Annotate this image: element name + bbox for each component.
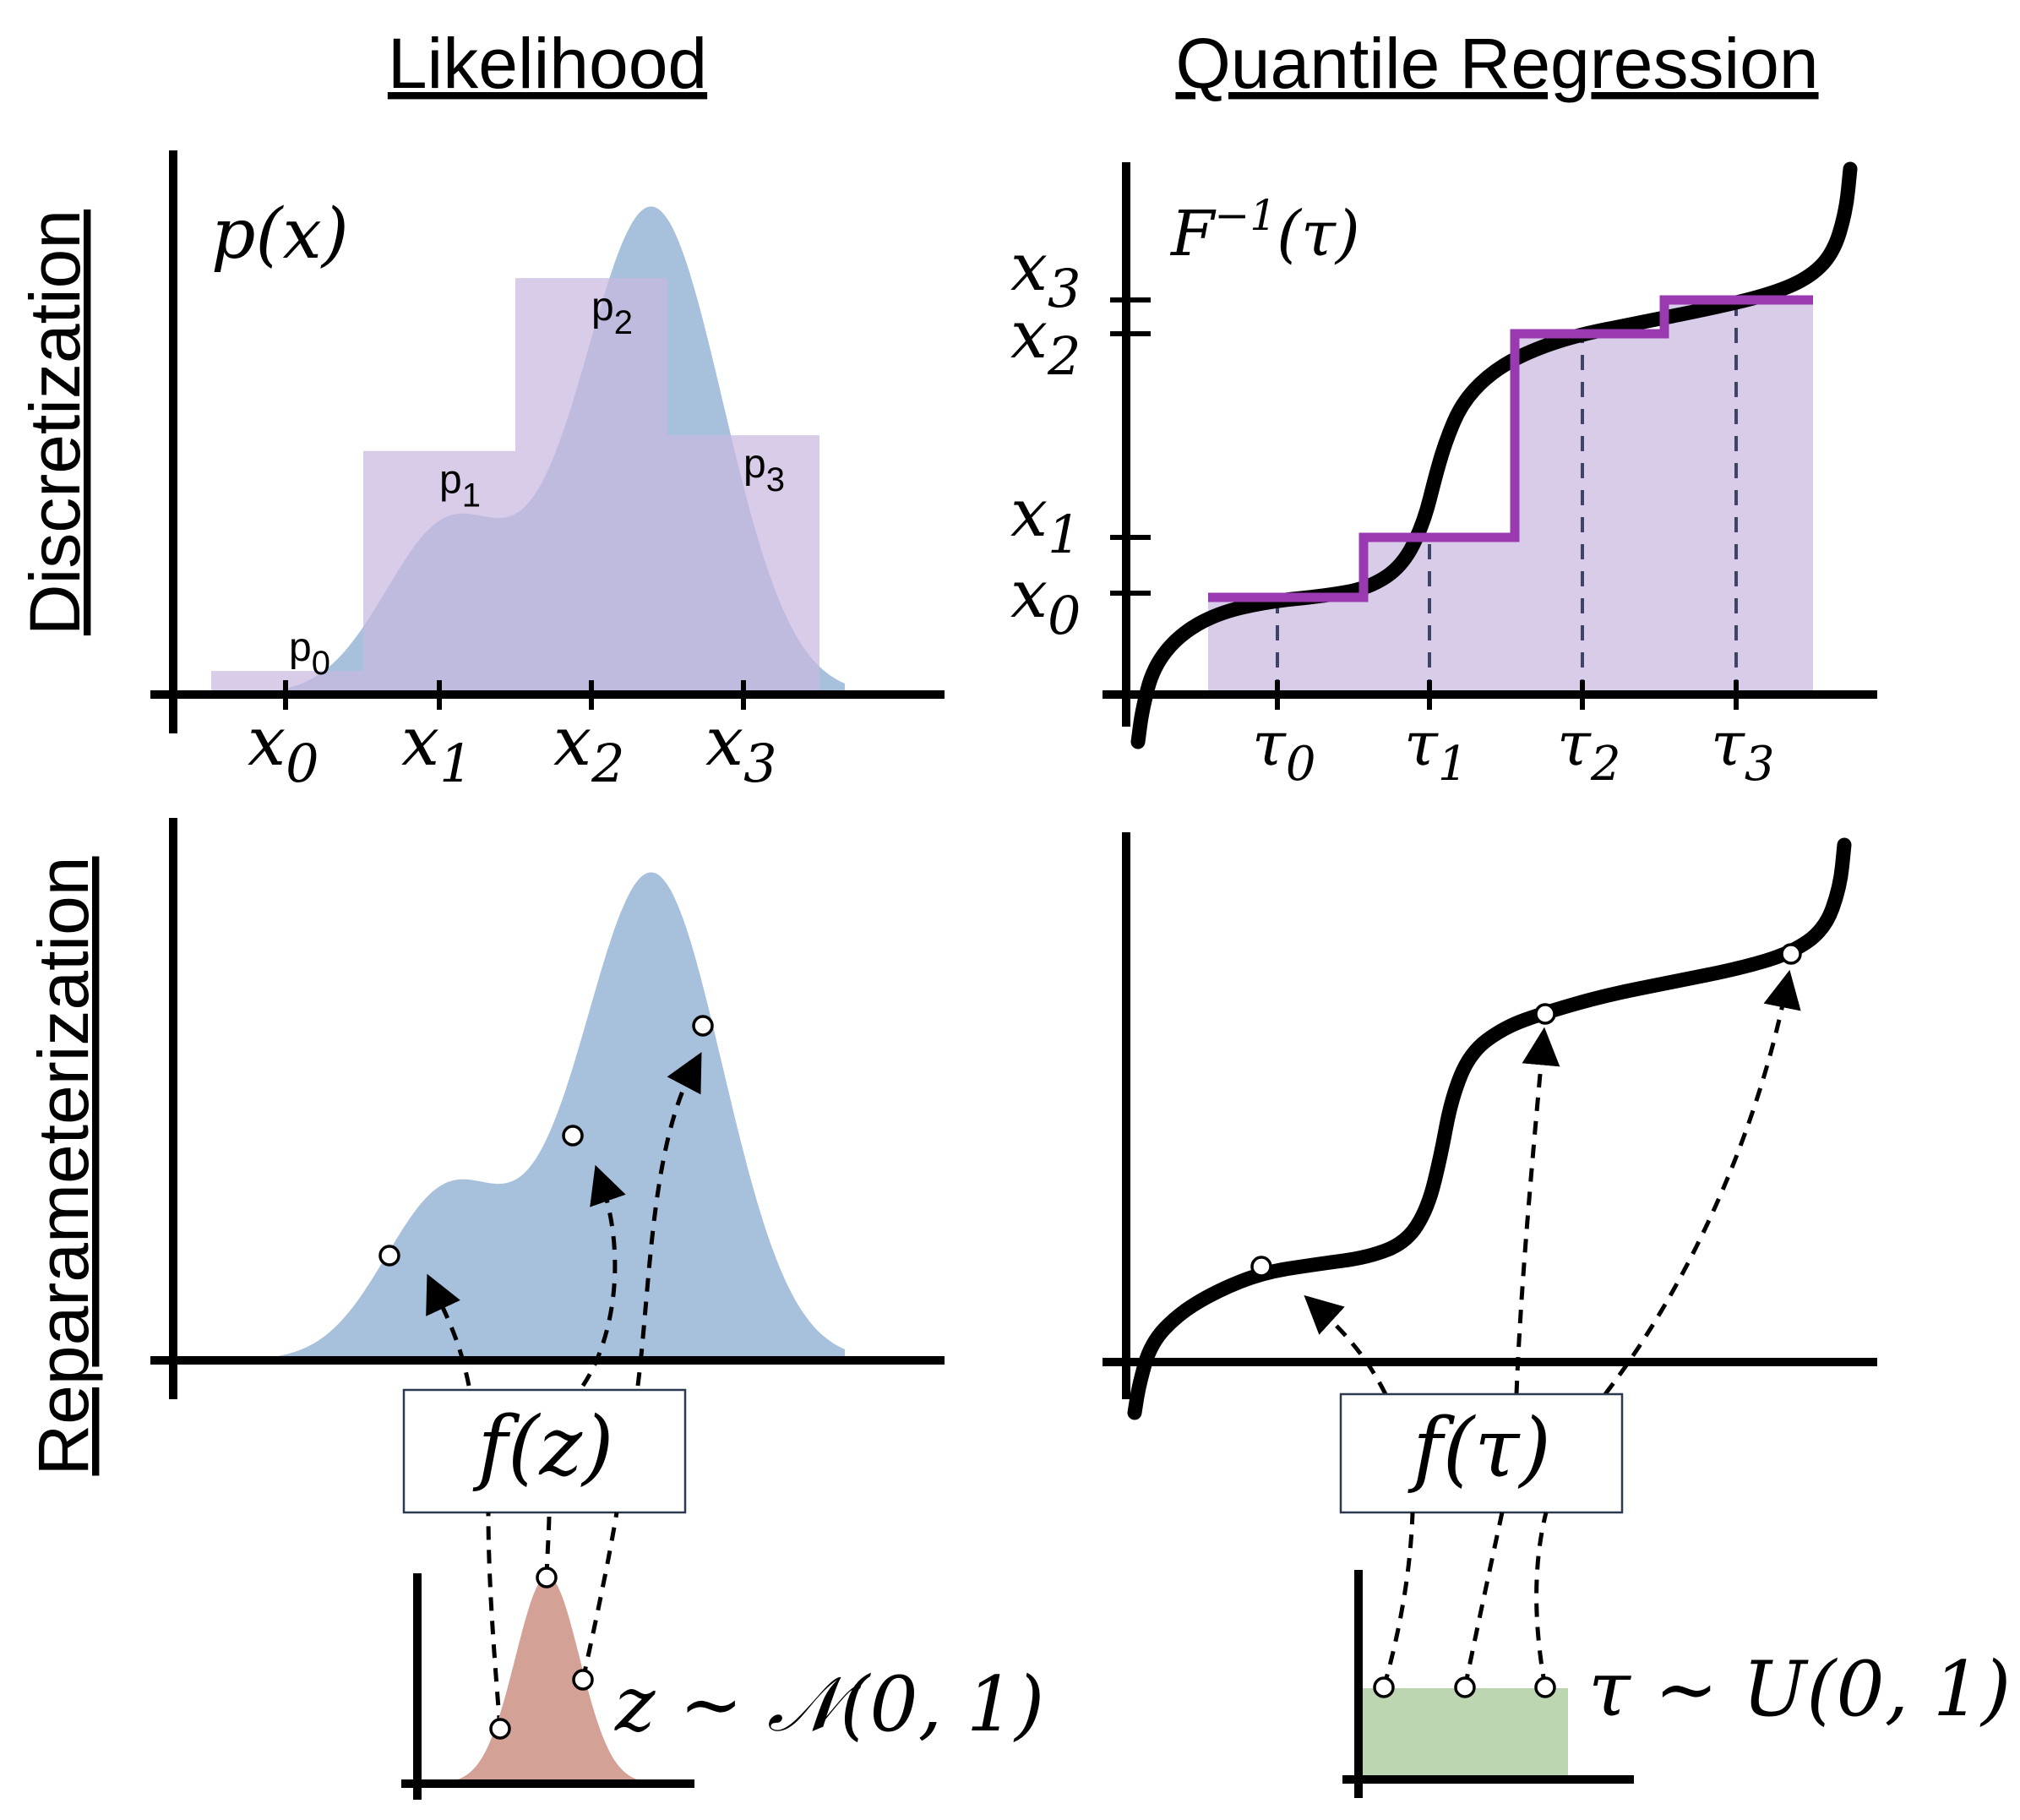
transform-label-fz: f(z) [472, 1399, 613, 1494]
bin-label-0: p0 [289, 625, 330, 682]
density-label: p(x) [211, 194, 349, 275]
tick-label-0: x0 [248, 702, 319, 794]
histogram-bins: p0 p1 p2 p3 [211, 278, 819, 695]
latent-line-2 [1462, 1512, 1505, 1688]
tau-tick-label-0: τ0 [1252, 708, 1315, 792]
latent-point-1 [1373, 1676, 1395, 1698]
latent-line-3 [1534, 1512, 1549, 1688]
sample-arrow-1 [426, 1273, 471, 1387]
sample-arrow-1 [1304, 1294, 1388, 1396]
sample-point-1 [378, 1245, 400, 1267]
sample-point-1 [1250, 1256, 1272, 1278]
y-tick-label-3: x0 [1010, 557, 1081, 646]
panel-reparam-likelihood: f(z) z ∼ 𝒩(0, 1) [150, 818, 1044, 1800]
latent-line-1 [486, 1512, 503, 1730]
tick-label-1: x1 [401, 702, 473, 794]
bin-3 [667, 435, 819, 695]
density-area [243, 872, 845, 1360]
tick-label-3: x3 [705, 702, 777, 794]
y-tick-label-0: x3 [1010, 230, 1081, 319]
tau-tick-label-1: τ1 [1404, 708, 1467, 792]
latent-line-3 [580, 1512, 619, 1681]
latent-point-3 [1534, 1676, 1556, 1698]
quantile-curve [1127, 837, 1852, 1420]
transform-box-ftau [1339, 1392, 1624, 1514]
header-quantile-regression: Quantile Regression [1175, 24, 1818, 103]
sample-arrow-2 [580, 1164, 626, 1387]
tick-label-2: x2 [553, 702, 625, 794]
latent-point-2 [1454, 1676, 1476, 1698]
header-likelihood: Likelihood [388, 24, 707, 103]
bin-1 [363, 450, 515, 695]
latent-point-3 [572, 1669, 594, 1691]
transform-box-fz [402, 1388, 687, 1514]
tau-tick-label-2: τ2 [1557, 708, 1620, 792]
sample-point-3 [1780, 943, 1802, 965]
y-tick-label-1: x2 [1010, 297, 1081, 387]
y-tick-label-2: x1 [1010, 476, 1081, 565]
latent-point-2 [536, 1567, 558, 1588]
bin-2 [515, 278, 667, 695]
normal-dist-label: z ∼ 𝒩(0, 1) [614, 1660, 1044, 1749]
row-label-discretization: Discretization [15, 210, 95, 635]
latent-line-1 [1381, 1512, 1415, 1688]
uniform-dist-label: τ ∼ U(0, 1) [1588, 1645, 2011, 1734]
sample-arrow-2 [1514, 1027, 1560, 1395]
row-label-reparameterization: Reparameterization [24, 856, 103, 1475]
quantile-bin-2 [1515, 334, 1664, 695]
inverse-cdf-label: F−1(τ) [1169, 191, 1360, 270]
sample-point-2 [1534, 1003, 1556, 1025]
bin-label-1: p1 [439, 458, 481, 515]
bin-label-3: p3 [743, 442, 785, 499]
panel-reparam-quantile: f(τ) τ ∼ U(0, 1) [1103, 832, 2011, 1798]
uniform-density [1362, 1688, 1568, 1779]
quantile-bin-1 [1364, 537, 1515, 695]
x-ticks: x0 x1 x2 x3 [248, 680, 777, 794]
tau-ticks: τ0 τ1 τ2 τ3 [1252, 680, 1774, 792]
sample-arrow-3 [635, 1052, 702, 1387]
tau-tick-label-3: τ3 [1711, 708, 1774, 792]
quantile-bin-3 [1664, 300, 1813, 695]
sample-arrow-3 [1603, 969, 1801, 1396]
transform-label-ftau: f(τ) [1407, 1401, 1551, 1496]
step-function [1208, 295, 1813, 602]
tau-dashed-lines [1276, 300, 1738, 695]
sample-point-3 [692, 1015, 714, 1037]
sample-point-2 [562, 1125, 584, 1147]
panel-discretization-likelihood: p0 p1 p2 p3 x0 x1 x2 x3 p(x) [150, 150, 945, 794]
bin-label-2: p2 [591, 285, 633, 341]
quantile-bins [1208, 300, 1813, 695]
latent-point-1 [489, 1718, 511, 1740]
